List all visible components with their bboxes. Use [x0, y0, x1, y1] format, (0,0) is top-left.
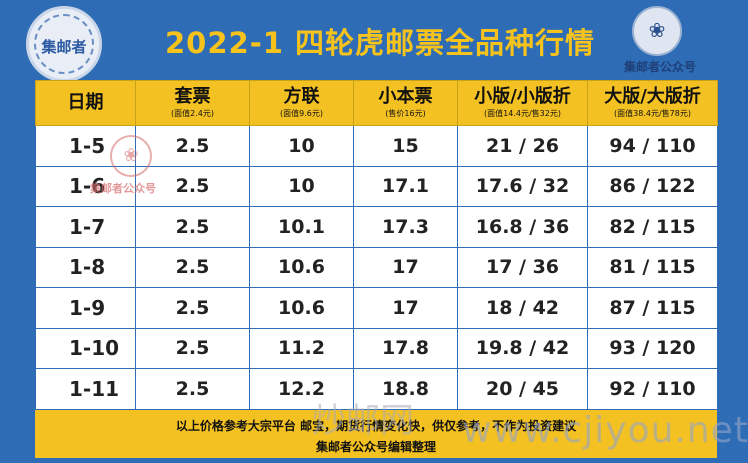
header-booklet: 小本票 (售价16元) — [353, 80, 458, 126]
cell-block: 10.6 — [249, 246, 354, 288]
header-set: 套票 (面值2.4元) — [135, 80, 250, 126]
table-header-row: 日期 套票 (面值2.4元) 方联 (面值9.6元) 小本票 (售价16元) 小版/小… — [35, 80, 718, 126]
cell-booklet: 17.1 — [353, 165, 458, 207]
cell-set: 2.5 — [135, 246, 250, 288]
header-block: 方联 (面值9.6元) — [249, 80, 354, 126]
cell-set: 2.5 — [135, 125, 250, 167]
cell-small-sheet: 18 / 42 — [457, 287, 588, 329]
watermark-seal-icon: ❀ — [110, 135, 152, 177]
stamp-logo-icon: ❀ — [632, 6, 682, 56]
logo-left: 集邮者 — [26, 6, 102, 82]
logo-ring — [34, 14, 94, 74]
cell-block: 10.6 — [249, 287, 354, 329]
cell-small-sheet: 21 / 26 — [457, 125, 588, 167]
table-row: 1-5 2.5 10 15 21 / 26 94 / 110 — [35, 125, 718, 167]
cell-booklet: 17.8 — [353, 327, 458, 369]
cell-date: 1-7 — [35, 206, 136, 248]
logo-left-text: 集邮者 — [41, 38, 87, 56]
cell-block: 10 — [249, 125, 354, 167]
cell-set: 2.5 — [135, 206, 250, 248]
cell-block: 10.1 — [249, 206, 354, 248]
table-row: 1-9 2.5 10.6 17 18 / 42 87 / 115 — [35, 287, 718, 329]
cell-small-sheet: 20 / 45 — [457, 368, 588, 410]
cell-large-sheet: 81 / 115 — [587, 246, 718, 288]
footer-credit: 集邮者公众号编辑整理 — [315, 440, 436, 454]
cell-block: 12.2 — [249, 368, 354, 410]
watermark-seal-text: 集邮者公众号 — [90, 182, 156, 195]
cell-large-sheet: 82 / 115 — [587, 206, 718, 248]
table-row: 1-8 2.5 10.6 17 17 / 36 81 / 115 — [35, 246, 718, 288]
cell-set: 2.5 — [135, 287, 250, 329]
cell-large-sheet: 93 / 120 — [587, 327, 718, 369]
table-row: 1-7 2.5 10.1 17.3 16.8 / 36 82 / 115 — [35, 206, 718, 248]
footer-disclaimer: 以上价格参考大宗平台 邮宝，期货行情变化快，供仅参考，不作为投资建议 — [175, 419, 577, 433]
table-row: 1-11 2.5 12.2 18.8 20 / 45 92 / 110 — [35, 368, 718, 410]
cell-large-sheet: 87 / 115 — [587, 287, 718, 329]
table-row: 1-6 2.5 10 17.1 17.6 / 32 86 / 122 — [35, 165, 718, 207]
cell-date: 1-8 — [35, 246, 136, 288]
cell-date: 1-11 — [35, 368, 136, 410]
cell-date: 1-9 — [35, 287, 136, 329]
watermark-url: www.cjiyou.net — [462, 410, 748, 451]
cell-large-sheet: 94 / 110 — [587, 125, 718, 167]
table-row: 1-10 2.5 11.2 17.8 19.8 / 42 93 / 120 — [35, 327, 718, 369]
cell-date: 1-10 — [35, 327, 136, 369]
cell-small-sheet: 17.6 / 32 — [457, 165, 588, 207]
price-table: 日期 套票 (面值2.4元) 方联 (面值9.6元) 小本票 (售价16元) 小版/小… — [35, 80, 718, 410]
watermark-site-name: 炒邮网 — [312, 401, 414, 441]
cell-large-sheet: 86 / 122 — [587, 165, 718, 207]
cell-large-sheet: 92 / 110 — [587, 368, 718, 410]
cell-small-sheet: 17 / 36 — [457, 246, 588, 288]
cell-set: 2.5 — [135, 327, 250, 369]
cell-small-sheet: 16.8 / 36 — [457, 206, 588, 248]
cell-set: 2.5 — [135, 368, 250, 410]
cell-booklet: 18.8 — [353, 368, 458, 410]
header-large-sheet: 大版/大版折 (面值38.4元/售78元) — [587, 80, 718, 126]
cell-booklet: 17 — [353, 287, 458, 329]
cell-booklet: 17.3 — [353, 206, 458, 248]
logo-right: ❀ 集邮者公众号 — [610, 6, 710, 80]
logo-right-caption: 集邮者公众号 — [623, 60, 696, 74]
cell-block: 11.2 — [249, 327, 354, 369]
cell-set: 2.5 — [135, 165, 250, 207]
footer-note: 以上价格参考大宗平台 邮宝，期货行情变化快，供仅参考，不作为投资建议 集邮者公众… — [35, 410, 717, 458]
cell-booklet: 17 — [353, 246, 458, 288]
header-small-sheet: 小版/小版折 (面值14.4元/售32元) — [457, 80, 588, 126]
cell-small-sheet: 19.8 / 42 — [457, 327, 588, 369]
cell-block: 10 — [249, 165, 354, 207]
cell-booklet: 15 — [353, 125, 458, 167]
page-title: 2022-1 四轮虎邮票全品种行情 — [164, 26, 596, 60]
header-date: 日期 — [35, 80, 136, 126]
